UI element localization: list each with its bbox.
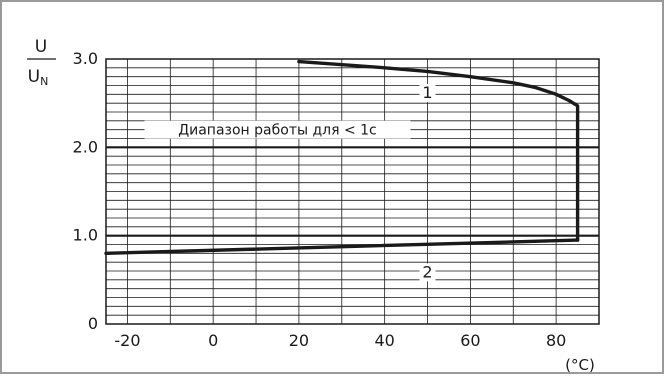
range-annotation: Диапазон работы для < 1с xyxy=(144,120,411,139)
y-tick-label: 1.0 xyxy=(73,226,98,245)
x-tick-label: -20 xyxy=(114,331,140,350)
y-tick-label: 2.0 xyxy=(73,137,98,156)
series-label-bg-1 xyxy=(419,84,436,103)
series-labels: 12 xyxy=(419,83,436,282)
series-line-2 xyxy=(104,238,580,256)
y-tick-label: 0 xyxy=(88,314,98,333)
x-tick-label: 80 xyxy=(546,331,566,350)
series-label-1: 1 xyxy=(422,83,432,102)
annotation-text: Диапазон работы для < 1с xyxy=(178,123,377,139)
y-axis-label-numerator: U xyxy=(35,37,47,57)
series-label-2: 2 xyxy=(422,262,432,281)
x-tick-label: 0 xyxy=(208,331,218,350)
grid-minor xyxy=(106,59,599,324)
x-axis-unit: (°C) xyxy=(565,356,595,374)
x-tick-label: 40 xyxy=(374,331,394,350)
series-label-bg-2 xyxy=(419,263,436,282)
plot-border xyxy=(105,58,600,325)
x-tick-labels: -20 0 20 40 60 80 xyxy=(114,331,566,350)
annotation-background xyxy=(144,120,411,139)
y-tick-labels: 0 1.0 2.0 3.0 xyxy=(73,49,98,333)
y-axis-label-denominator: UN xyxy=(28,67,49,88)
x-tick-label: 20 xyxy=(289,331,309,350)
series-line-1 xyxy=(297,59,580,242)
series-group xyxy=(104,59,580,256)
grid-major xyxy=(106,146,599,237)
y-axis-label: U UN xyxy=(27,37,56,88)
x-tick-label: 60 xyxy=(460,331,480,350)
y-tick-label: 3.0 xyxy=(73,49,98,68)
